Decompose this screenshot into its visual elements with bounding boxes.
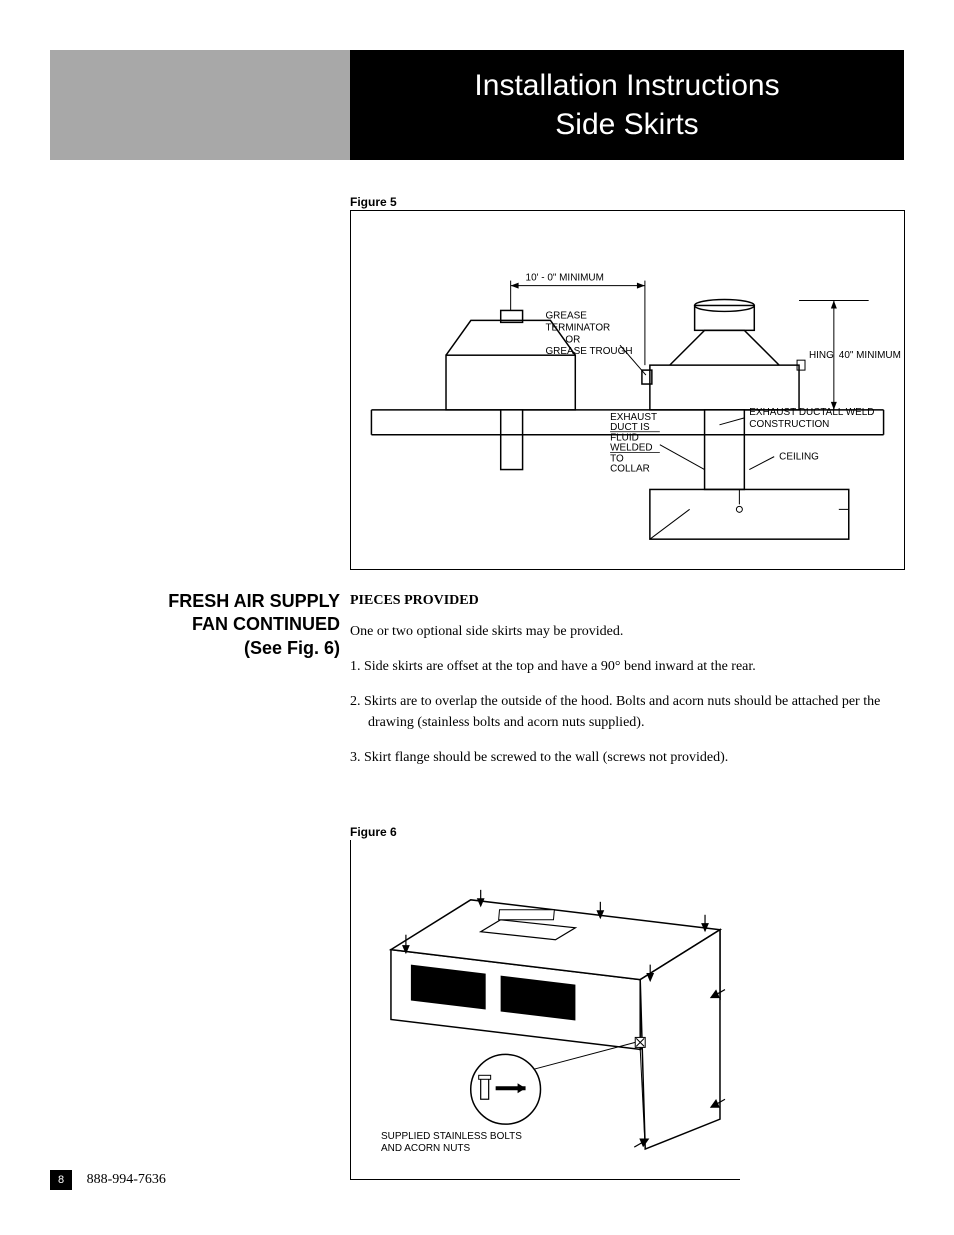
- steps-list: 1. Side skirts are offset at the top and…: [350, 656, 905, 768]
- section-heading: FRESH AIR SUPPLY FAN CONTINUED (See Fig.…: [50, 590, 340, 660]
- section-heading-line1: FRESH AIR SUPPLY: [50, 590, 340, 613]
- fig6-caption2: AND ACORN NUTS: [381, 1143, 471, 1154]
- fig5-grease4: GREASE TROUGH: [545, 346, 632, 357]
- page-header: Installation Instructions Side Skirts: [50, 50, 904, 160]
- figure6-diagram: SUPPLIED STAINLESS BOLTS AND ACORN NUTS: [350, 840, 740, 1180]
- body-content: PIECES PROVIDED One or two optional side…: [350, 590, 905, 782]
- figure5-label: Figure 5: [350, 195, 397, 209]
- fig6-caption1: SUPPLIED STAINLESS BOLTS: [381, 1131, 522, 1142]
- header-title-line1: Installation Instructions: [474, 66, 779, 105]
- step-item: 1. Side skirts are offset at the top and…: [350, 656, 905, 677]
- fig5-forty: 40" MINIMUM: [839, 350, 901, 361]
- fig5-ceiling: CEILING: [779, 452, 819, 463]
- header-title-block: Installation Instructions Side Skirts: [350, 50, 904, 160]
- page-footer: 8 888-994-7636: [50, 1170, 166, 1190]
- fig5-duct2: DUCT IS: [610, 422, 650, 433]
- fig5-grease3: OR: [565, 334, 580, 345]
- fig5-weld2: CONSTRUCTION: [749, 419, 829, 430]
- footer-phone: 888-994-7636: [87, 1172, 166, 1188]
- header-title-line2: Side Skirts: [555, 105, 698, 144]
- page-number: 8: [50, 1170, 72, 1190]
- fig5-weld1: EXHAUST DUCTALL WELD: [749, 407, 874, 418]
- fig5-grease1: GREASE: [545, 310, 587, 321]
- body-intro: One or two optional side skirts may be p…: [350, 621, 905, 642]
- fig5-duct4: WELDED: [610, 443, 653, 454]
- section-heading-line2: FAN CONTINUED: [50, 613, 340, 636]
- fig5-duct6: COLLAR: [610, 464, 650, 475]
- fig5-grease2: TERMINATOR: [545, 322, 610, 333]
- figure5-diagram: 10' - 0" MINIMUM HING 40" MINIMUM GREASE…: [350, 210, 905, 570]
- step-item: 2. Skirts are to overlap the outside of …: [350, 691, 905, 733]
- section-heading-line3: (See Fig. 6): [50, 637, 340, 660]
- step-item: 3. Skirt flange should be screwed to the…: [350, 747, 905, 768]
- fig5-hing: HING: [809, 350, 834, 361]
- fig5-min-dist: 10' - 0" MINIMUM: [526, 273, 604, 284]
- pieces-heading: PIECES PROVIDED: [350, 590, 905, 611]
- header-gray-block: [50, 50, 350, 160]
- figure6-label: Figure 6: [350, 825, 397, 839]
